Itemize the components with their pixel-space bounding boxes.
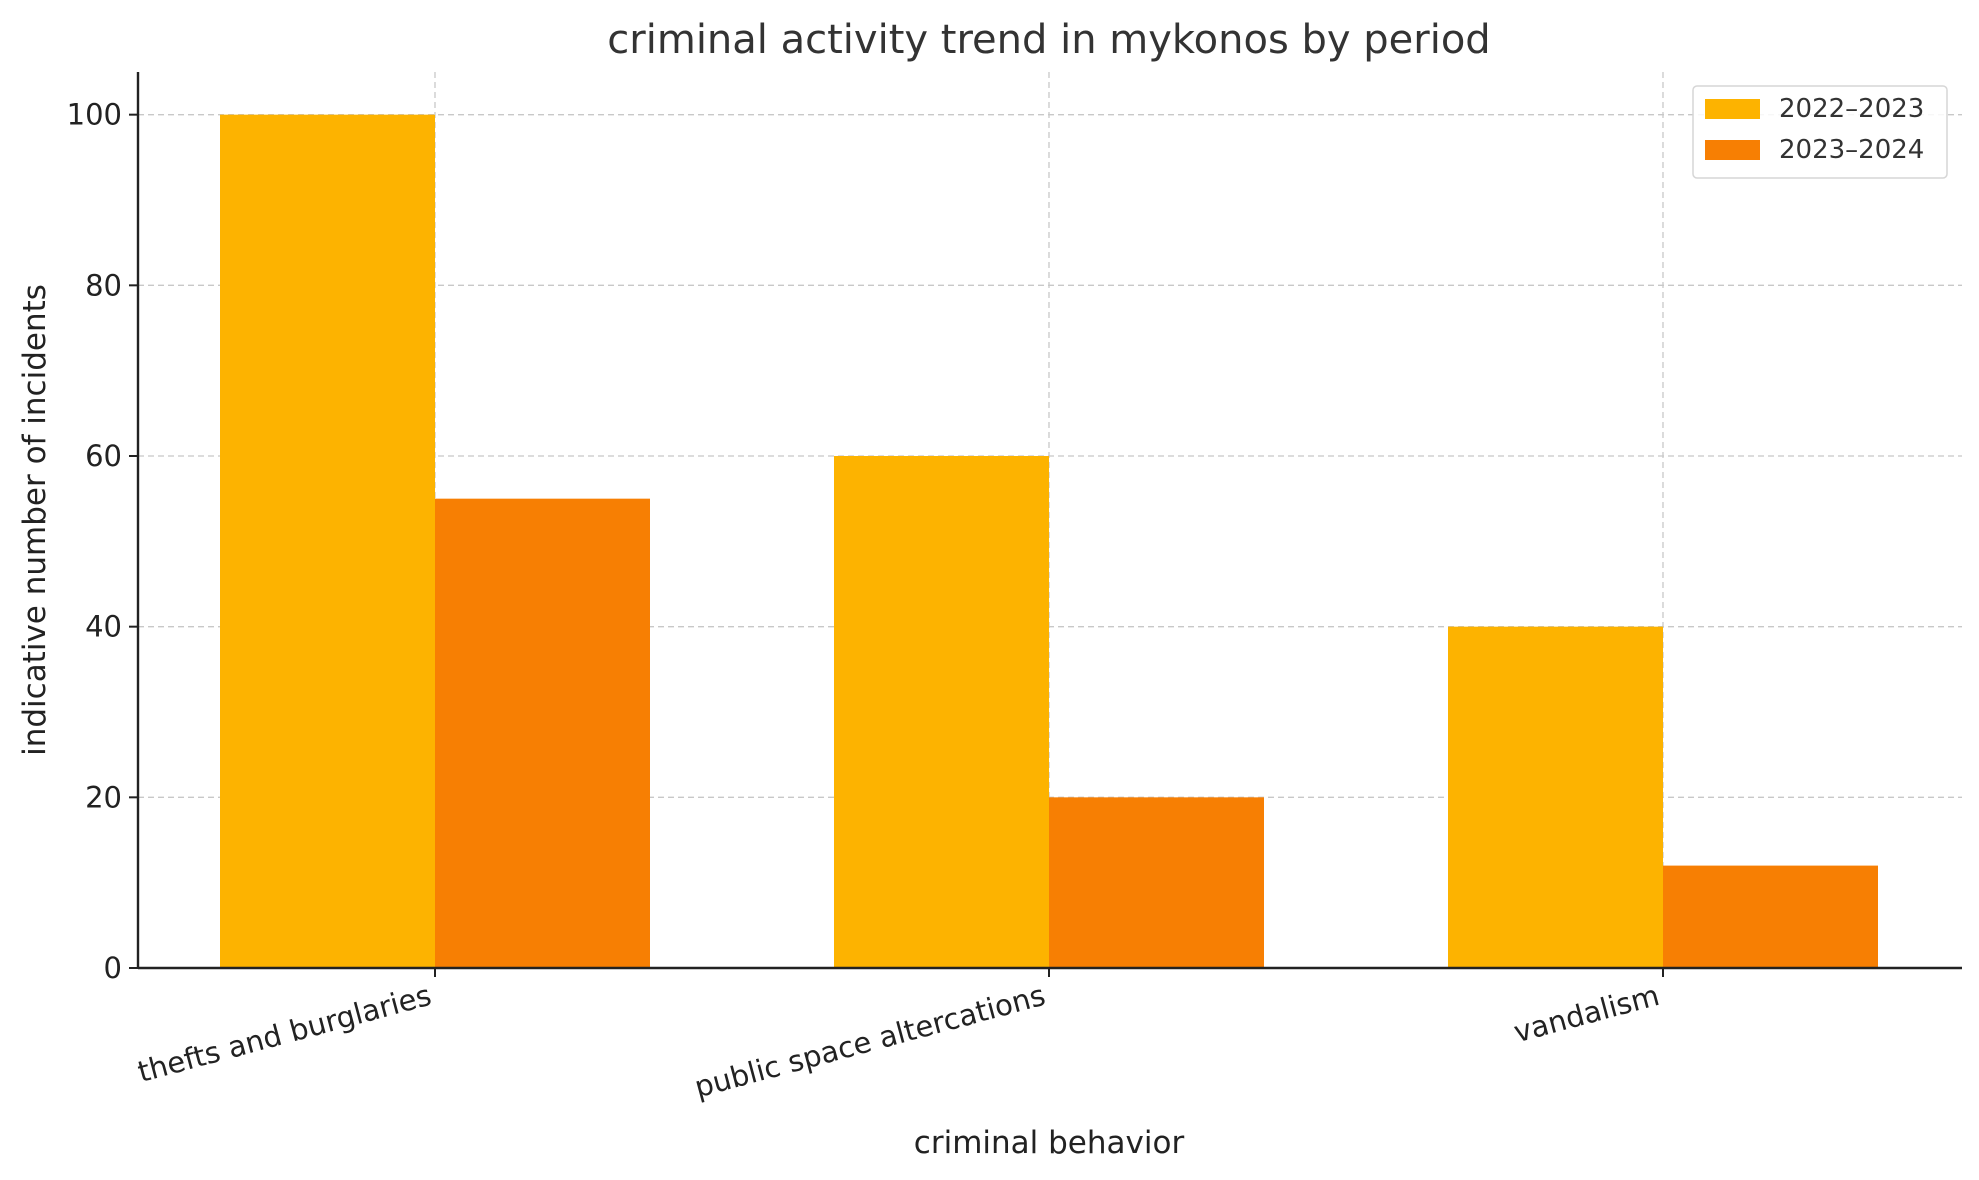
legend-label: 2023–2024 [1779,135,1924,165]
legend-swatch [1705,140,1760,160]
y-tick-label: 100 [67,98,122,132]
bar [1448,626,1663,968]
y-axis-label: indicative number of incidents [17,284,53,756]
bar [1663,865,1878,968]
bar [1049,797,1264,968]
chart-title: criminal activity trend in mykonos by pe… [607,17,1490,63]
x-axis-label: criminal behavior [914,1125,1185,1161]
legend-swatch [1705,99,1760,119]
bar [834,456,1049,968]
y-tick-label: 60 [85,439,122,473]
x-tick-label: public space altercations [691,978,1049,1104]
bar [220,114,435,968]
x-ticks: thefts and burglaries public space alterc… [134,968,1664,1104]
y-tick-label: 0 [104,951,122,985]
y-tick-label: 20 [85,780,122,814]
legend-label: 2022–2023 [1779,94,1924,124]
y-ticks: 0 20 40 60 80 100 [67,98,138,985]
bar [435,498,650,968]
y-tick-label: 80 [85,268,122,302]
legend: 2022–2023 2023–2024 [1692,85,1948,179]
y-tick-label: 40 [85,610,122,644]
x-tick-label: vandalism [1510,978,1663,1049]
bars [220,114,1878,968]
x-tick-label: thefts and burglaries [134,978,435,1089]
